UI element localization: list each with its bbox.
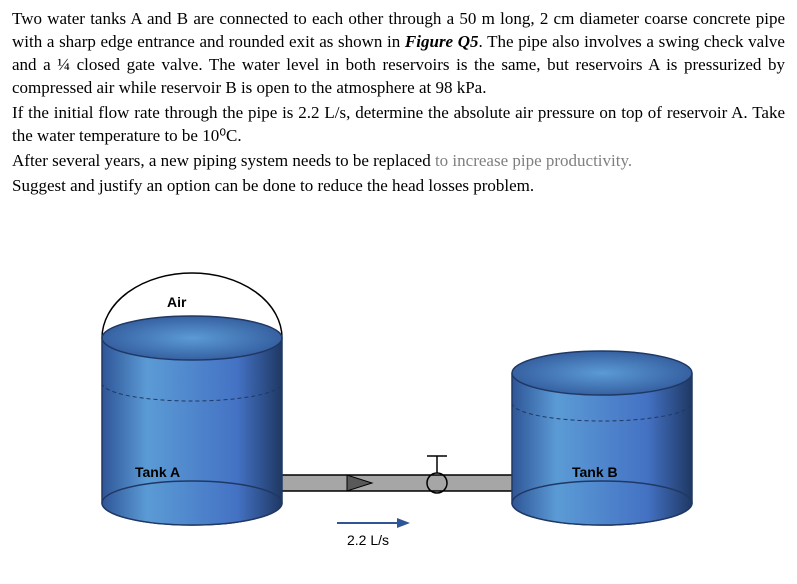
- paragraph-2: If the initial flow rate through the pip…: [12, 102, 785, 148]
- label-tank-a: Tank A: [135, 463, 180, 482]
- figure-ref: Figure Q5: [405, 32, 479, 51]
- tank-b: [512, 351, 692, 525]
- paragraph-3: After several years, a new piping system…: [12, 150, 785, 173]
- pipe: [267, 456, 527, 493]
- figure-q5: Air Tank A Tank B 2.2 L/s: [12, 228, 785, 558]
- paragraph-4: Suggest and justify an option can be don…: [12, 175, 785, 198]
- label-flow-rate: 2.2 L/s: [347, 531, 389, 550]
- flow-arrow-icon: [337, 518, 410, 528]
- problem-text: Two water tanks A and B are connected to…: [12, 8, 785, 198]
- paragraph-1: Two water tanks A and B are connected to…: [12, 8, 785, 100]
- p3b: to increase pipe productivity.: [435, 151, 632, 170]
- label-air: Air: [167, 293, 186, 312]
- label-tank-b: Tank B: [572, 463, 618, 482]
- tank-a: [102, 273, 282, 525]
- p3a: After several years, a new piping system…: [12, 151, 435, 170]
